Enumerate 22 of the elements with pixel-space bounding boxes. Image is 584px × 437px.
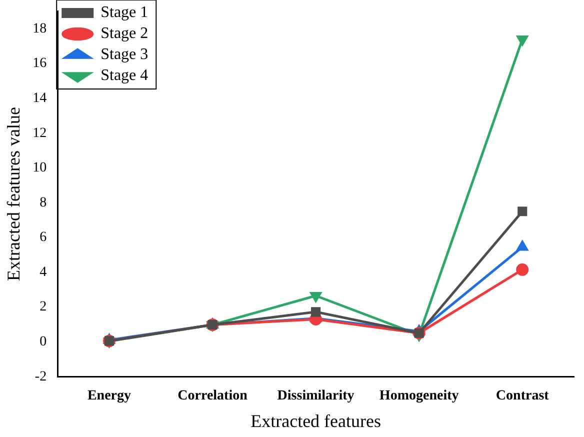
y-tick-label: 2: [40, 300, 47, 315]
y-tick-label: 10: [32, 160, 47, 176]
legend-label: Stage 4: [100, 67, 148, 84]
y-tick-label: 14: [32, 91, 47, 106]
y-tick-label: 4: [40, 264, 47, 280]
legend-label: Stage 3: [100, 46, 148, 64]
x-tick-label: Dissimilarity: [277, 388, 354, 404]
y-tick-label: 6: [40, 230, 47, 246]
y-axis-title: Extracted features value: [4, 107, 24, 281]
legend-label: Stage 1: [100, 4, 148, 22]
x-tick-label: Correlation: [178, 388, 248, 404]
y-tick-label: 16: [32, 56, 47, 72]
y-tick-label: 0: [40, 334, 47, 350]
legend-label: Stage 2: [100, 25, 148, 42]
y-tick-label: -2: [34, 369, 47, 384]
y-tick-label: 8: [40, 195, 47, 210]
y-tick-label: 18: [32, 21, 47, 36]
x-tick-label: Homogeneity: [379, 388, 459, 404]
x-axis-title: Extracted features: [250, 410, 382, 431]
y-tick-label: 12: [32, 126, 47, 141]
x-tick-label: Contrast: [496, 388, 550, 404]
x-tick-label: Energy: [87, 388, 132, 404]
